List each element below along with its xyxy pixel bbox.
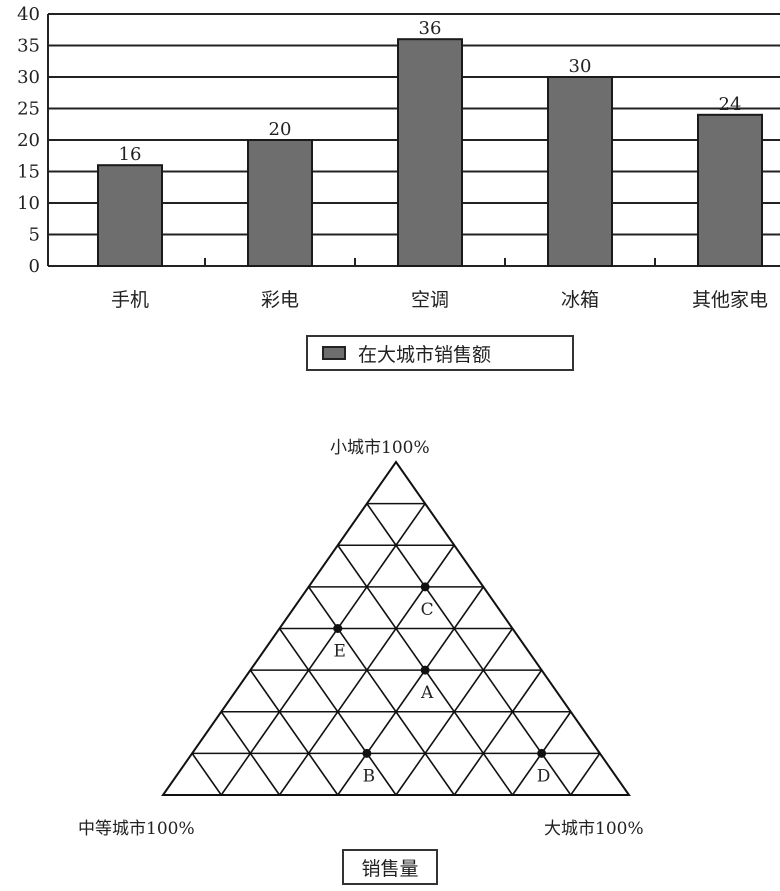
ternary-point — [333, 624, 343, 633]
ternary-gridline — [191, 752, 222, 796]
x-tick-label: 彩电 — [261, 289, 299, 311]
bar — [247, 139, 313, 267]
ternary-gridline — [366, 503, 572, 796]
ternary-gridline — [570, 752, 601, 796]
bar-chart-legend: 在大城市销售额 — [306, 335, 574, 371]
ternary-gridline — [453, 669, 543, 796]
ternary-point-label: E — [334, 642, 346, 662]
ternary-gridline — [337, 586, 485, 796]
x-tick-label: 其他家电 — [692, 289, 768, 311]
ternary-caption-label: 销售量 — [361, 857, 419, 880]
ternary-point — [420, 582, 430, 592]
ternary-point-label: D — [537, 766, 551, 786]
x-tick-label: 手机 — [111, 289, 149, 311]
y-tick-label: 25 — [17, 99, 40, 120]
ternary-right-label: 大城市100% — [544, 819, 644, 839]
data-label: 30 — [569, 56, 592, 77]
ternary-caption: 销售量 — [342, 849, 438, 885]
y-tick-label: 20 — [17, 130, 40, 151]
data-label: 20 — [269, 119, 292, 140]
bar — [97, 164, 163, 267]
y-tick-label: 5 — [29, 225, 40, 246]
data-label: 16 — [119, 144, 142, 165]
ternary-point — [362, 748, 372, 758]
y-tick-label: 0 — [29, 256, 40, 277]
ternary-point — [420, 665, 430, 675]
data-label: 24 — [719, 94, 742, 115]
y-tick-label: 15 — [17, 162, 40, 183]
y-tick-label: 30 — [17, 67, 40, 88]
ternary-gridline — [220, 503, 426, 796]
x-tick-label: 空调 — [411, 289, 449, 311]
data-label: 36 — [419, 18, 442, 39]
ternary-point-label: C — [421, 600, 434, 620]
x-tick-label: 冰箱 — [561, 289, 599, 311]
bar — [697, 113, 763, 267]
ternary-point-label: A — [420, 683, 434, 703]
ternary-top-label: 小城市100% — [330, 438, 430, 458]
ternary-gridline — [249, 669, 339, 796]
bar — [547, 76, 613, 267]
ternary-gridline — [307, 586, 455, 796]
ternary-point — [537, 748, 547, 758]
legend-swatch — [322, 346, 346, 360]
y-tick-label: 35 — [17, 36, 40, 57]
ternary-point-label: B — [363, 766, 376, 786]
ternary-left-label: 中等城市100% — [78, 819, 195, 839]
y-tick-label: 40 — [17, 4, 40, 25]
legend-label: 在大城市销售额 — [358, 343, 492, 366]
y-tick-label: 10 — [17, 193, 40, 214]
bar — [397, 38, 463, 268]
